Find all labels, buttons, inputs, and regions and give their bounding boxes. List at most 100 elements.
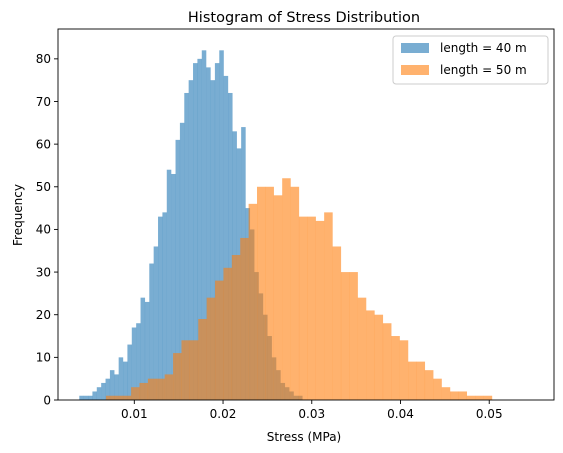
histogram-bar — [210, 80, 216, 401]
histogram-bar — [424, 370, 434, 400]
axes-layer: 0.01 0.02 0.03 0.04 0.05 0 10 20 30 40 50 60 70 80 — [36, 28, 555, 421]
x-tick-label: 0.02 — [210, 407, 237, 421]
histogram-bar — [122, 395, 132, 400]
histogram-bar — [131, 327, 137, 400]
y-tick-label: 20 — [36, 308, 51, 322]
histogram-bar — [475, 395, 484, 400]
x-tick-label: 0.01 — [121, 407, 148, 421]
histogram-bar — [79, 395, 84, 400]
histogram-bar — [114, 374, 119, 400]
histogram-bar — [374, 314, 384, 400]
legend: length = 40 m length = 50 m — [392, 35, 549, 85]
histogram-bar — [140, 297, 146, 400]
histogram-bar — [153, 246, 159, 400]
histogram-bar — [433, 378, 442, 400]
histogram-bar — [158, 216, 163, 400]
histogram-bar — [123, 361, 128, 400]
legend-label: length = 40 m — [440, 41, 527, 55]
histogram-bar — [298, 216, 308, 400]
plot-frame — [57, 28, 555, 401]
histogram-bar — [214, 63, 220, 401]
x-tick-label: 0.04 — [387, 407, 414, 421]
histogram-bar — [109, 370, 115, 400]
histogram-bar — [340, 272, 350, 400]
histogram-bar — [206, 297, 216, 400]
y-tick-label: 40 — [36, 223, 51, 237]
histogram-bar — [366, 310, 375, 400]
histogram-bar — [265, 186, 274, 400]
histogram-bar — [88, 395, 93, 400]
histogram-bar — [223, 267, 232, 400]
legend-swatch — [401, 43, 429, 53]
histogram-bar — [483, 395, 493, 400]
histogram-bar — [315, 220, 325, 400]
histogram-bar — [282, 178, 291, 400]
histogram-bar — [357, 297, 367, 400]
histogram-bar — [198, 318, 207, 400]
histogram-bar — [441, 387, 451, 400]
histogram-bar — [96, 387, 102, 400]
histogram-bar — [92, 391, 97, 400]
histogram-bar — [114, 395, 123, 400]
legend-swatch — [401, 65, 429, 75]
x-tick-label: 0.03 — [298, 407, 325, 421]
histogram-bar — [101, 382, 106, 400]
histogram-bar — [189, 340, 199, 400]
histogram-bar — [171, 173, 176, 400]
histogram-bar — [162, 212, 167, 400]
histogram-bar — [399, 340, 409, 400]
histogram-bar — [188, 80, 194, 401]
histogram-bar — [408, 361, 417, 400]
histogram-bar — [201, 50, 207, 400]
histogram-bar — [179, 122, 185, 400]
series-2 — [105, 178, 493, 400]
histogram-bar — [349, 272, 358, 400]
histogram-bar — [181, 340, 190, 400]
y-tick-label: 30 — [36, 265, 51, 279]
histogram-bar — [136, 323, 141, 400]
histogram-bar — [184, 92, 189, 400]
histogram-bar — [324, 212, 333, 400]
bars-layer — [79, 50, 493, 401]
histogram-bar — [139, 382, 149, 400]
histogram-bar — [223, 75, 229, 400]
y-axis-label: Frequency — [11, 184, 25, 246]
y-tick-label: 60 — [36, 137, 51, 151]
histogram-bar — [240, 237, 249, 400]
histogram-bar — [391, 336, 400, 400]
histogram-bar — [164, 374, 174, 400]
histogram-bar — [416, 361, 426, 400]
histogram-bar — [156, 378, 165, 400]
y-tick-label: 80 — [36, 52, 51, 66]
legend-label: length = 50 m — [440, 63, 527, 77]
histogram-bar — [118, 357, 124, 400]
histogram-bar — [175, 139, 181, 400]
histogram-bar — [206, 67, 211, 400]
histogram-bar — [166, 169, 172, 400]
histogram-bar — [131, 387, 140, 400]
histogram-bar — [466, 395, 476, 400]
histogram-bar — [144, 301, 150, 400]
legend-frame — [392, 35, 549, 85]
histogram-bar — [105, 395, 115, 400]
histogram-bar — [149, 263, 154, 400]
x-axis-label: Stress (MPa) — [267, 430, 341, 444]
histogram-bar — [215, 280, 224, 400]
histogram-bar — [193, 63, 198, 401]
histogram-bar — [458, 391, 467, 400]
histogram-bar — [231, 255, 241, 400]
y-tick-label: 70 — [36, 95, 51, 109]
histogram-bar — [307, 216, 316, 400]
x-tick-label: 0.05 — [476, 407, 503, 421]
histogram-bar — [290, 186, 300, 400]
histogram-bar — [382, 323, 392, 400]
histogram-bar — [332, 246, 342, 400]
histogram-bar — [450, 391, 459, 400]
y-tick-label: 0 — [43, 393, 51, 407]
histogram-bar — [147, 378, 157, 400]
histogram-bar — [248, 203, 258, 400]
histogram-bar — [127, 344, 132, 400]
histogram-bar — [273, 195, 283, 400]
histogram-bar — [197, 58, 202, 400]
